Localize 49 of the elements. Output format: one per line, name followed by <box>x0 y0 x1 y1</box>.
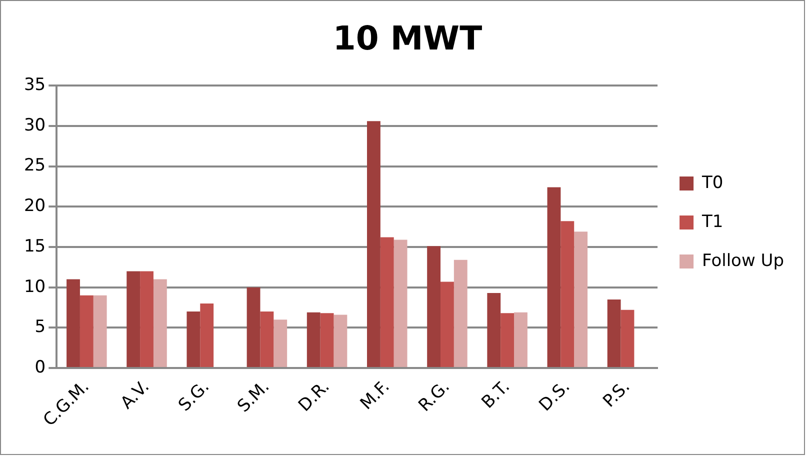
x-tick-label: B.T. <box>478 376 514 413</box>
bar <box>334 314 348 368</box>
bar <box>126 271 140 368</box>
bar <box>607 299 621 368</box>
bar <box>200 303 214 368</box>
legend-label: Follow Up <box>702 250 784 271</box>
x-tick-label: R.G. <box>414 376 454 416</box>
bar <box>574 232 588 368</box>
chart-title: 10 MWT <box>332 18 483 58</box>
bar <box>66 279 80 368</box>
bar <box>454 260 468 368</box>
bar <box>560 221 574 368</box>
y-tick-label: 20 <box>24 196 46 216</box>
y-tick-label: 30 <box>24 115 46 136</box>
bar <box>306 312 320 368</box>
y-tick-label: 10 <box>24 276 46 297</box>
x-tick-label: D.S. <box>535 376 574 416</box>
x-tick-label: S.G. <box>174 376 214 416</box>
y-tick-label: 25 <box>24 156 46 176</box>
bar <box>367 121 380 368</box>
legend-label: T0 <box>701 172 724 193</box>
bar <box>500 313 514 368</box>
x-tick-label: M.F. <box>356 376 394 414</box>
bar <box>547 187 561 368</box>
y-tick-label: 0 <box>34 357 46 378</box>
y-tick-label: 35 <box>24 75 46 96</box>
y-tick-label: 15 <box>24 236 46 256</box>
x-tick-label: D.R. <box>294 376 334 416</box>
x-tick-label: P.S. <box>599 376 634 412</box>
y-tick-label: 5 <box>34 317 46 338</box>
bar <box>80 295 94 368</box>
bar <box>487 292 501 368</box>
bar <box>186 312 200 368</box>
x-tick-label: S.M. <box>234 376 274 417</box>
bar <box>274 320 288 368</box>
bar <box>153 279 167 368</box>
bar <box>260 312 274 368</box>
legend-label: T1 <box>701 212 724 232</box>
bar <box>93 295 107 368</box>
bar <box>394 240 408 368</box>
x-tick-label: A.V. <box>116 376 154 414</box>
bar <box>140 271 154 368</box>
bar <box>440 282 454 368</box>
bar <box>320 313 334 368</box>
bar <box>246 287 260 368</box>
bar <box>427 246 441 368</box>
bar <box>620 310 634 368</box>
bar <box>514 312 528 368</box>
bar <box>380 237 394 368</box>
